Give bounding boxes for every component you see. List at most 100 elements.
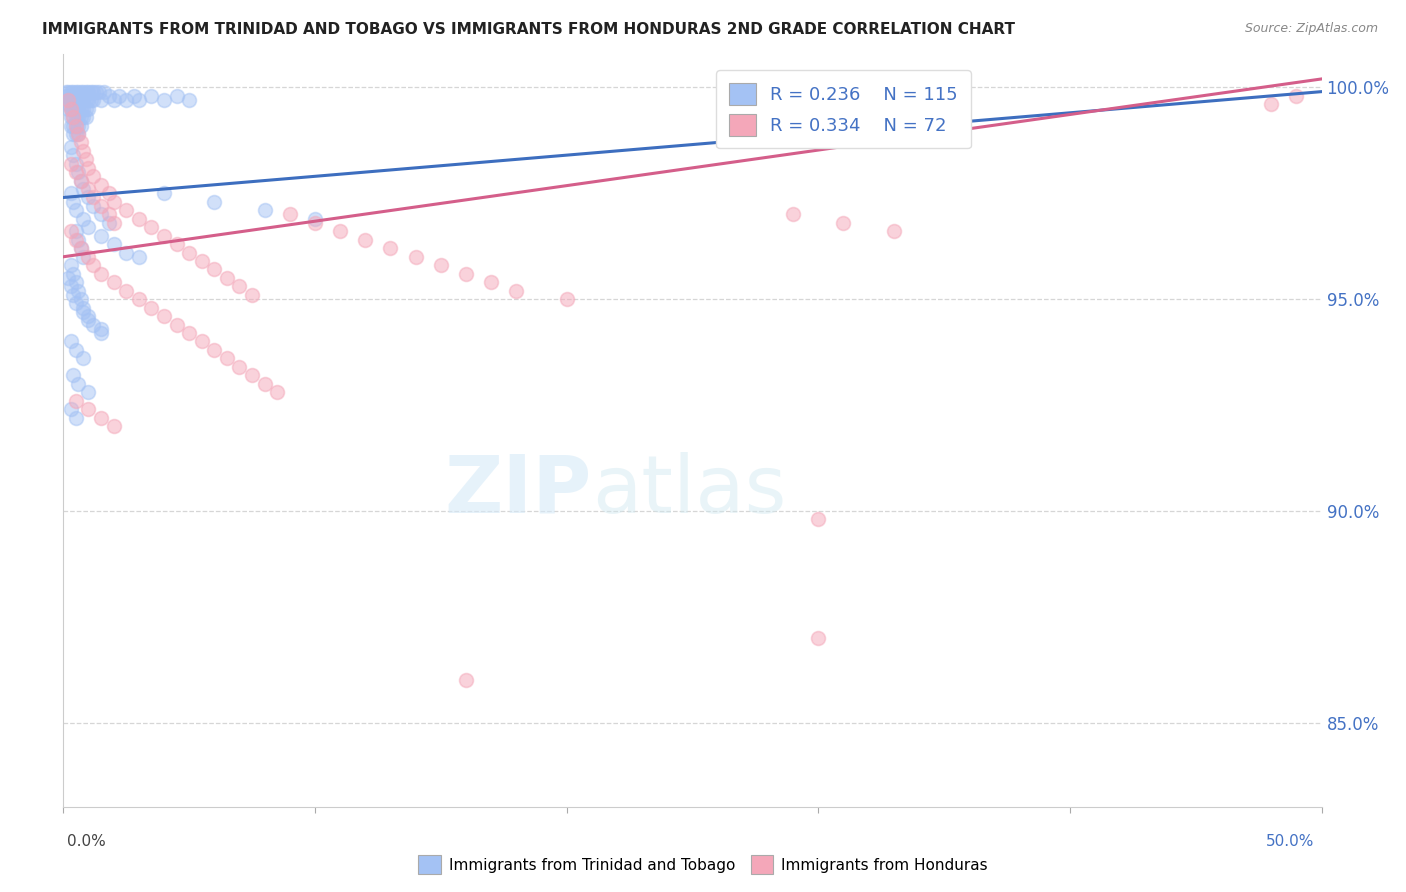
Point	[70, 241, 93, 255]
Point	[430, 258, 453, 272]
Point	[166, 237, 188, 252]
Point	[103, 419, 125, 434]
Point	[153, 309, 176, 323]
Point	[65, 233, 87, 247]
Point	[832, 216, 855, 230]
Point	[80, 93, 103, 107]
Point	[87, 85, 110, 99]
Point	[59, 258, 82, 272]
Point	[97, 88, 120, 103]
Point	[65, 410, 87, 425]
Point	[65, 275, 87, 289]
Point	[329, 224, 352, 238]
Point	[58, 102, 80, 116]
Text: 50.0%: 50.0%	[1267, 834, 1315, 849]
Point	[90, 93, 112, 107]
Point	[240, 288, 263, 302]
Point	[70, 292, 93, 306]
Point	[90, 410, 112, 425]
Point	[77, 93, 100, 107]
Point	[153, 93, 176, 107]
Point	[67, 284, 90, 298]
Point	[190, 334, 212, 349]
Point	[67, 119, 90, 133]
Point	[782, 207, 804, 221]
Point	[166, 88, 188, 103]
Point	[75, 110, 97, 124]
Point	[55, 85, 77, 99]
Point	[65, 296, 87, 310]
Point	[59, 110, 82, 124]
Point	[240, 368, 263, 383]
Point	[141, 301, 163, 315]
Point	[67, 110, 90, 124]
Point	[59, 102, 82, 116]
Point	[70, 173, 93, 187]
Point	[103, 237, 125, 252]
Point	[72, 250, 94, 264]
Point	[65, 85, 87, 99]
Point	[505, 284, 527, 298]
Legend: R = 0.236    N = 115, R = 0.334    N = 72: R = 0.236 N = 115, R = 0.334 N = 72	[716, 70, 970, 148]
Text: Source: ZipAtlas.com: Source: ZipAtlas.com	[1244, 22, 1378, 36]
Point	[72, 301, 94, 315]
Point	[59, 139, 82, 153]
Point	[405, 250, 427, 264]
Point	[97, 207, 120, 221]
Point	[103, 275, 125, 289]
Point	[70, 93, 93, 107]
Point	[82, 190, 104, 204]
Point	[65, 119, 87, 133]
Point	[202, 262, 225, 277]
Point	[479, 275, 502, 289]
Point	[166, 318, 188, 332]
Point	[67, 102, 90, 116]
Point	[82, 318, 104, 332]
Point	[883, 224, 905, 238]
Point	[67, 127, 90, 141]
Point	[190, 254, 212, 268]
Point	[103, 194, 125, 209]
Point	[77, 313, 100, 327]
Point	[67, 127, 90, 141]
Point	[454, 267, 477, 281]
Point	[62, 267, 84, 281]
Point	[65, 93, 87, 107]
Point	[72, 211, 94, 226]
Point	[59, 93, 82, 107]
Point	[59, 224, 82, 238]
Point	[77, 385, 100, 400]
Point	[103, 216, 125, 230]
Point	[90, 207, 112, 221]
Point	[179, 326, 201, 340]
Text: 0.0%: 0.0%	[67, 834, 107, 849]
Point	[70, 119, 93, 133]
Point	[72, 351, 94, 366]
Point	[215, 351, 238, 366]
Point	[59, 85, 82, 99]
Point	[304, 216, 326, 230]
Point	[115, 245, 138, 260]
Point	[107, 88, 129, 103]
Point	[70, 85, 93, 99]
Point	[62, 194, 84, 209]
Point	[77, 309, 100, 323]
Point	[77, 102, 100, 116]
Point	[70, 241, 93, 255]
Point	[67, 233, 90, 247]
Point	[58, 85, 80, 99]
Point	[128, 93, 150, 107]
Point	[65, 119, 87, 133]
Point	[65, 110, 87, 124]
Legend: Immigrants from Trinidad and Tobago, Immigrants from Honduras: Immigrants from Trinidad and Tobago, Imm…	[412, 849, 994, 880]
Point	[555, 292, 578, 306]
Point	[65, 393, 87, 408]
Point	[72, 144, 94, 158]
Point	[97, 216, 120, 230]
Point	[70, 110, 93, 124]
Point	[1260, 97, 1282, 112]
Point	[266, 385, 288, 400]
Point	[62, 127, 84, 141]
Point	[228, 359, 250, 374]
Point	[72, 182, 94, 196]
